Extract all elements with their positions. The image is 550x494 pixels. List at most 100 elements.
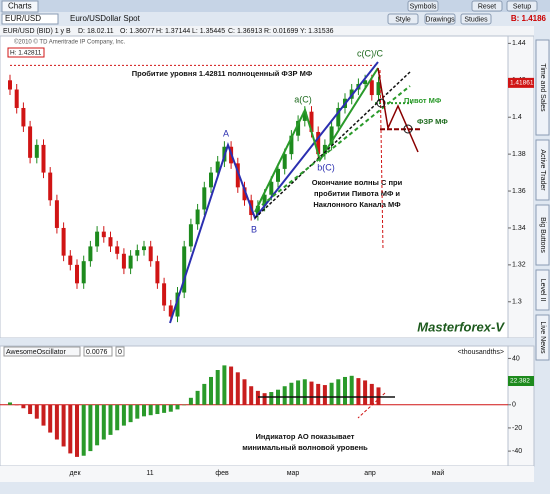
ao-bar [108,404,113,435]
ao-bar [88,404,93,452]
ao-bar [95,404,100,446]
candle-body [215,161,220,173]
candle-body [101,231,106,238]
ao-bar [202,383,207,405]
ao-bar [289,382,294,405]
marker [403,124,413,134]
info-item: L: 1.35445 [192,28,225,35]
candle-body [95,231,100,247]
button-label: Setup [513,3,531,10]
info-item: H: 1.37144 [156,28,190,35]
ao-bar [329,382,334,405]
x-tick-label: 11 [146,470,153,477]
annotation: Индикатор АО показывает [256,432,355,441]
y-tick-label: 1.36 [512,188,526,195]
ao-bar [28,404,33,415]
button[interactable] [387,13,419,25]
ao-bar [262,393,267,405]
x-tick-label: мар [287,470,300,477]
title-bar [0,0,550,12]
side-tab-label: Time and Sales [539,63,546,112]
candle-body [88,246,93,262]
button[interactable] [460,13,492,25]
candle-body [8,80,12,90]
channel-line [254,71,411,219]
ao-bar [128,404,133,423]
ao-bar [75,404,79,457]
ao-last-label: 22.382 [510,378,530,385]
forecast-line [377,67,419,153]
candle-body [48,172,53,201]
channel-line [261,85,411,206]
button[interactable] [407,0,439,12]
candle-body [276,168,280,182]
marker [376,98,386,108]
button-label: Symbols [410,3,437,10]
candle-body [262,194,267,206]
ao-bar [182,404,187,406]
ao-bar [349,375,354,405]
side-tab[interactable] [535,139,550,201]
wave-line [254,67,379,213]
y-tick-label: 1.4 [512,114,522,121]
x-tick-label: фев [215,470,229,477]
button[interactable] [506,0,538,12]
candle-body [195,209,200,225]
candle-body [282,154,287,169]
button[interactable] [471,0,503,12]
ao-bar [296,380,301,405]
separator [0,338,534,346]
candle-body [329,126,334,145]
candle-body [336,107,341,127]
candle-body [61,227,66,256]
wave-drawings [169,61,419,419]
candle-body [202,187,207,210]
candle-body [316,131,321,155]
scrollbar [0,482,534,494]
pivot-label: ФЗР МФ [417,117,448,126]
symbol-input[interactable] [1,13,59,25]
tab[interactable] [1,0,39,13]
ao-bar [48,404,53,433]
ao-bar [309,381,314,405]
candle-body [376,82,381,96]
ao-bar [242,379,247,405]
pointer-line [379,69,384,251]
ao-bar [81,404,86,456]
x-tick-label: дек [69,470,81,477]
x-tick-label: май [432,469,445,477]
ao-bar [269,392,274,405]
ao-bar [162,404,167,413]
copyright: ©2010 © TD Ameritrade IP Company, Inc. [14,39,126,46]
candle-body [34,144,39,158]
candle-body [188,224,193,247]
ao-title: AwesomeOscillator [6,349,66,356]
annotation: пробитии Пивота МФ и [314,189,400,198]
wave-label: A [223,128,229,138]
wave-label: b(C) [317,162,335,172]
candle-body [128,255,133,269]
candle-body [148,246,153,262]
candle-body [21,107,26,127]
ao-bar [41,404,46,426]
candle-body [309,111,314,132]
ao-bar [135,404,140,419]
ao-last-box [508,376,534,386]
description: Euro/USDollar Spot [70,14,141,23]
ao-bar [168,404,173,412]
button[interactable] [424,13,456,25]
bid: B: 1.4186 [511,14,547,23]
info-item: O: 1.36077 [120,28,155,35]
ao-bar [215,370,220,405]
side-tab[interactable] [535,39,550,136]
side-tab[interactable] [535,314,550,361]
wave-label: a(C) [294,94,312,104]
ao-bar [356,378,361,405]
side-tab[interactable] [535,204,550,266]
side-tab-label: Active Trader [539,149,546,191]
side-tab[interactable] [535,269,550,311]
ao-bar [148,404,153,416]
wave-label: B [251,224,257,234]
candle-body [28,126,33,158]
